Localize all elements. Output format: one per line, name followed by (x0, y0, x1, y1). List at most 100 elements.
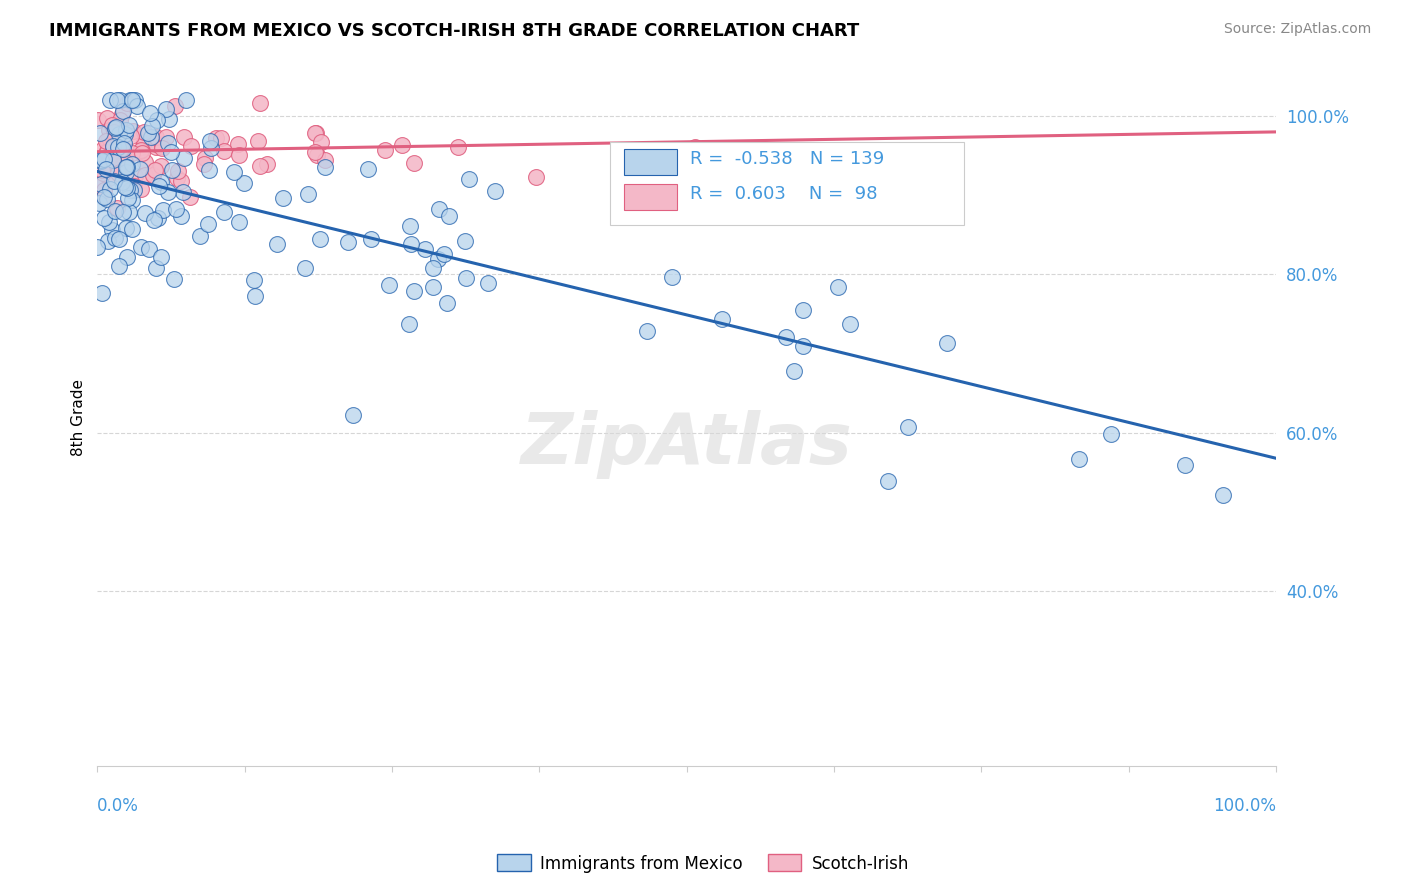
Point (115, 250, 138, 264)
Point (117, 191, 139, 205)
Point (87, 113, 110, 128)
Point (134, 155, 156, 169)
Point (131, 143, 153, 157)
Point (194, 151, 217, 165)
Point (124, 169, 146, 183)
Point (134, 136, 156, 150)
Point (120, 128, 142, 143)
Point (156, 185, 179, 199)
Point (402, 156, 425, 170)
Point (145, 140, 167, 154)
Point (146, 112, 169, 127)
Point (111, 142, 134, 156)
Point (114, 220, 136, 235)
Point (176, 93, 198, 107)
Point (150, 141, 173, 155)
Text: R =  -0.538   N = 139: R = -0.538 N = 139 (690, 150, 884, 169)
Point (214, 145, 236, 159)
Point (173, 129, 195, 144)
Point (115, 160, 138, 174)
Point (159, 145, 181, 159)
Point (427, 202, 450, 217)
Point (142, 212, 165, 227)
Point (93, 211, 115, 226)
Point (180, 139, 202, 153)
Point (155, 102, 177, 116)
Point (477, 277, 499, 291)
Point (124, 93, 146, 107)
FancyBboxPatch shape (610, 142, 963, 226)
Point (121, 222, 143, 236)
Point (93, 190, 115, 204)
Point (172, 185, 194, 199)
Point (134, 168, 156, 182)
Point (120, 93, 142, 107)
Point (90, 151, 112, 165)
Point (374, 143, 396, 157)
Point (104, 204, 127, 219)
Point (90, 174, 112, 188)
Point (162, 163, 184, 178)
Point (115, 181, 138, 195)
Point (336, 235, 359, 250)
Point (249, 96, 271, 111)
Text: 100.0%: 100.0% (1213, 797, 1277, 815)
Point (169, 174, 191, 188)
Point (198, 163, 221, 178)
Point (447, 140, 470, 154)
Point (108, 112, 131, 127)
Point (838, 317, 860, 331)
Point (145, 136, 167, 151)
Text: R =  0.603    N =  98: R = 0.603 N = 98 (690, 185, 877, 203)
Point (148, 178, 170, 193)
Point (226, 137, 249, 152)
Point (166, 170, 188, 185)
Point (309, 232, 332, 246)
Point (640, 157, 662, 171)
Point (101, 135, 124, 149)
Point (104, 121, 127, 136)
Point (209, 131, 232, 145)
Point (87, 196, 110, 211)
Point (139, 106, 162, 120)
Point (357, 161, 380, 176)
Point (167, 163, 190, 178)
Point (439, 209, 461, 223)
Point (150, 250, 173, 264)
Point (783, 364, 806, 378)
Point (150, 138, 173, 153)
Point (114, 159, 136, 173)
Point (91, 166, 114, 180)
Point (170, 209, 193, 223)
Point (398, 317, 420, 331)
Point (360, 232, 382, 246)
Point (304, 145, 326, 160)
Point (155, 129, 177, 144)
Point (122, 183, 145, 197)
Point (134, 135, 156, 149)
Point (89, 126, 111, 140)
Point (391, 138, 413, 153)
Point (105, 201, 128, 215)
Point (118, 183, 141, 197)
Point (827, 279, 849, 293)
Point (111, 139, 134, 153)
Legend: Immigrants from Mexico, Scotch-Irish: Immigrants from Mexico, Scotch-Irish (491, 847, 915, 880)
Point (96, 145, 118, 160)
Point (710, 311, 733, 326)
Point (683, 139, 706, 153)
Point (128, 144, 150, 158)
Point (121, 194, 143, 208)
Point (103, 153, 125, 167)
Point (149, 159, 172, 173)
Point (422, 280, 444, 294)
Point (936, 336, 959, 351)
Point (98, 182, 121, 196)
Point (142, 169, 165, 183)
Point (454, 271, 477, 285)
Point (204, 131, 226, 145)
Point (228, 148, 250, 162)
Point (422, 261, 444, 276)
Point (114, 180, 136, 194)
Point (103, 174, 125, 188)
